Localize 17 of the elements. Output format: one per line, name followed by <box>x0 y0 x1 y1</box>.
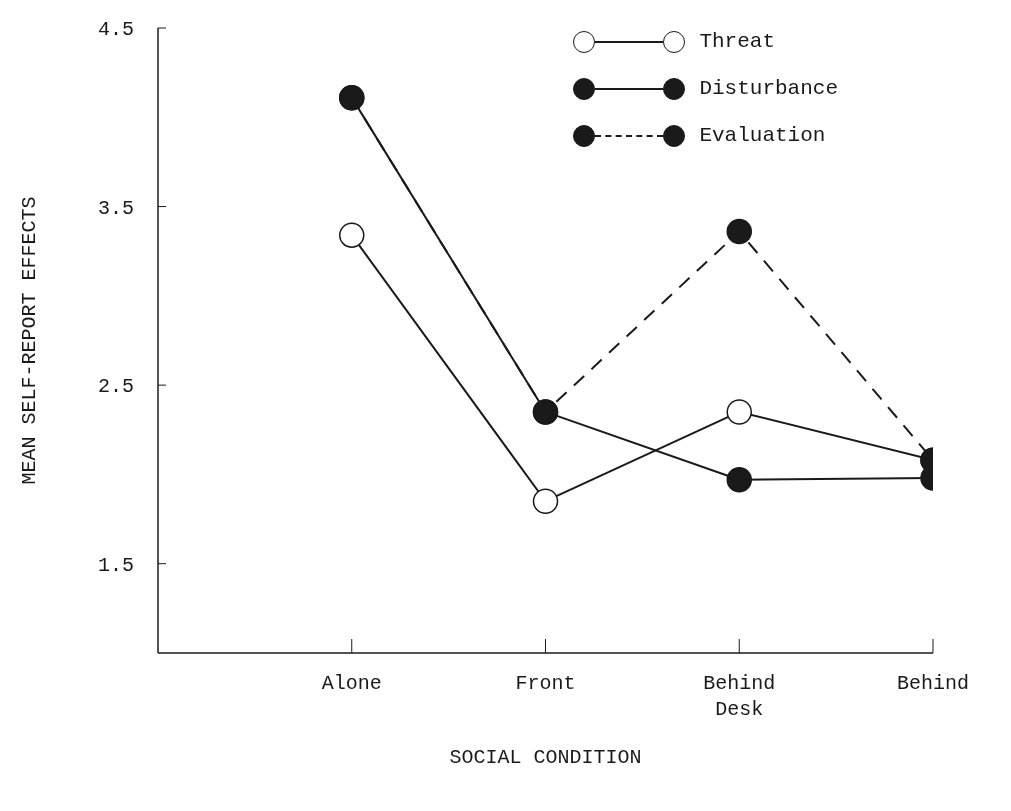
legend-label: Threat <box>699 30 775 53</box>
x-tick-label: Alone <box>321 672 382 695</box>
legend-label: Evaluation <box>699 124 826 147</box>
x-tick-label: Front <box>515 672 576 695</box>
x-tick-label: Behind <box>896 672 970 695</box>
x-axis-title: SOCIAL CONDITION <box>449 746 642 769</box>
y-tick-label: 1.5 <box>97 553 134 577</box>
legend-label: Disturbance <box>699 77 838 100</box>
point <box>726 218 752 245</box>
point <box>532 488 559 514</box>
point <box>726 399 752 425</box>
point <box>339 222 365 248</box>
y-axis-title: MEAN SELF-REPORT EFFECTS <box>18 196 42 485</box>
y-tick-label: 4.5 <box>97 18 134 42</box>
x-tick-label: Behind Desk <box>703 672 776 721</box>
y-tick-label: 2.5 <box>97 375 134 399</box>
y-tick-label: 3.5 <box>97 196 134 220</box>
